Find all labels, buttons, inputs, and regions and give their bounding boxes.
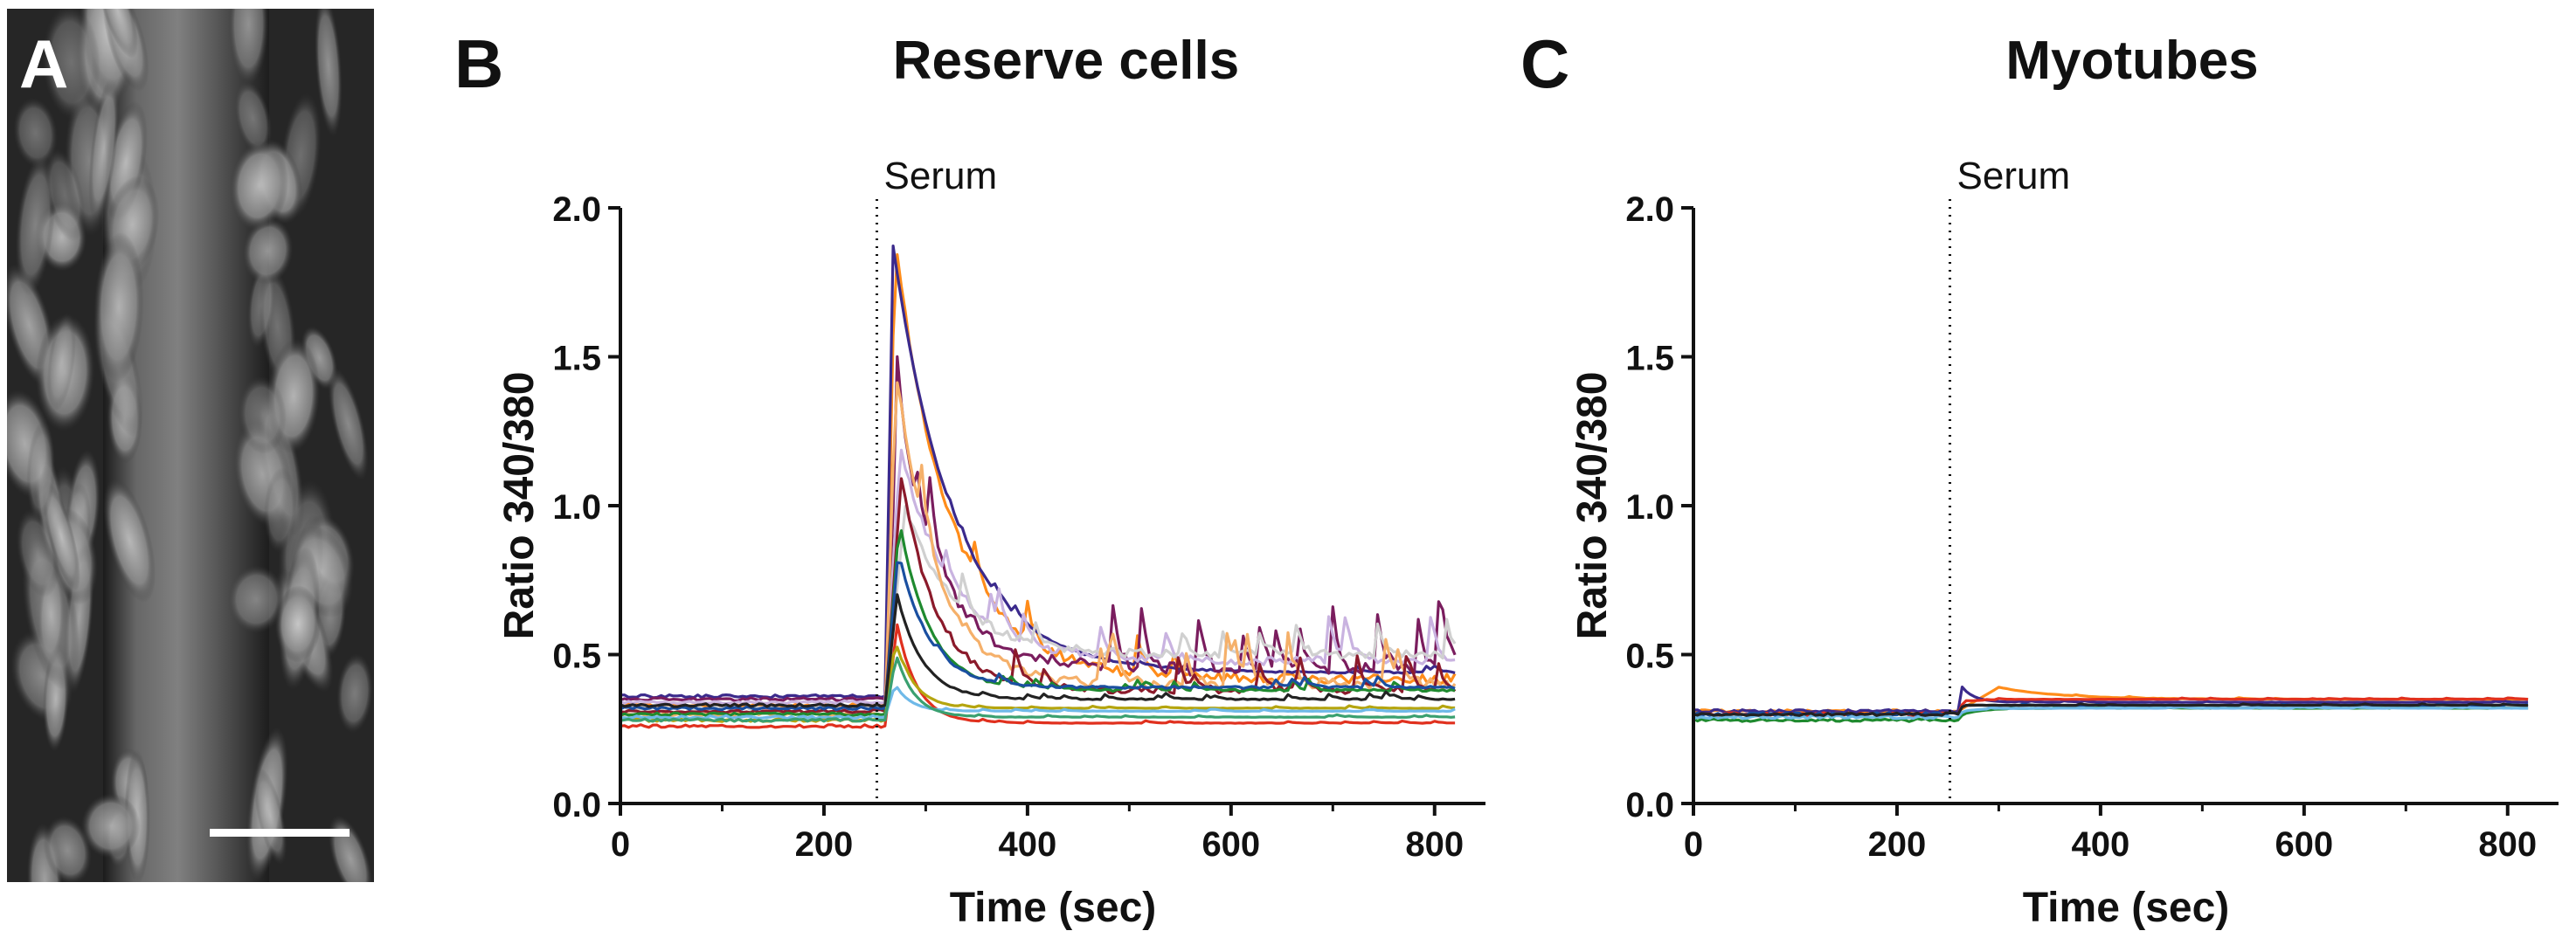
y-tick-label: 0.0	[552, 786, 601, 824]
x-tick-label: 200	[795, 825, 854, 864]
micrograph-cell	[314, 9, 343, 137]
panel-letter: B	[454, 25, 503, 102]
series-line-trace-10	[620, 623, 1456, 729]
x-tick-label: 600	[2275, 825, 2333, 864]
x-tick-label: 600	[1201, 825, 1260, 864]
series-line-trace-9	[620, 561, 1456, 712]
series-line-trace-5	[620, 505, 1457, 712]
fluorescence-micrograph	[7, 9, 374, 882]
x-axis-label: Time (sec)	[950, 885, 1157, 931]
x-tick-label: 800	[1405, 825, 1464, 864]
serum-annotation: Serum	[884, 155, 998, 197]
micrograph-cell	[103, 478, 156, 603]
x-tick-label: 400	[999, 825, 1057, 864]
micrograph-cell	[229, 141, 289, 231]
micrograph-cell	[42, 480, 80, 591]
serum-annotation: Serum	[1957, 155, 2071, 197]
y-tick-label: 1.0	[1625, 488, 1674, 527]
micrograph-cell	[15, 154, 56, 296]
chart-title: Reserve cells	[893, 31, 1239, 91]
micrograph-cell	[88, 75, 120, 222]
series-line-trace-7	[620, 477, 1457, 714]
x-tick-label: 400	[2072, 825, 2130, 864]
micrograph-cell	[46, 312, 76, 412]
trace-group	[1693, 685, 2529, 723]
micrograph-cell	[238, 376, 287, 454]
micrograph-cell	[93, 231, 144, 383]
micrograph-cells	[7, 9, 373, 882]
x-tick-label: 0	[1684, 825, 1703, 864]
chart-title: Myotubes	[2005, 31, 2258, 91]
series-line-trace-14	[620, 656, 1456, 723]
micrograph-cell	[328, 815, 373, 882]
micrograph-cell	[253, 768, 287, 865]
y-axis-label: Ratio 340/380	[496, 372, 543, 640]
y-tick-label: 1.5	[1625, 340, 1674, 378]
micrograph-cell	[45, 148, 86, 242]
micrograph-cell	[328, 367, 369, 480]
y-tick-label: 1.0	[552, 488, 601, 527]
micrograph-cell	[228, 9, 269, 86]
x-tick-label: 200	[1868, 825, 1927, 864]
chart-reserve-cells: Reserve cells B Serum 0.0 0.5 1.0 1.5 2.0 0 200 40…	[454, 25, 1485, 931]
series-line-trace-2	[1693, 685, 2529, 714]
series-line-trace-3	[620, 355, 1457, 702]
y-axis-label: Ratio 340/380	[1569, 372, 1616, 640]
micrograph-cell	[97, 9, 138, 59]
y-tick-label: 2.0	[1625, 190, 1674, 229]
micrograph-cell	[234, 80, 273, 156]
series-line-trace-7	[1693, 702, 2529, 717]
x-axis-label: Time (sec)	[2023, 885, 2230, 931]
panel-a-letter: A	[19, 25, 69, 102]
micrograph-cell	[264, 467, 297, 553]
panel-letter: C	[1520, 25, 1569, 102]
micrograph-cell	[80, 793, 141, 859]
micrograph-image	[7, 9, 374, 882]
micrograph-cell	[42, 9, 100, 121]
y-tick-label: 0.0	[1625, 786, 1674, 824]
micrograph-cell	[43, 816, 92, 882]
x-tick-label: 800	[2478, 825, 2537, 864]
micrograph-cell	[242, 217, 294, 285]
x-tick-label: 0	[611, 825, 630, 864]
trace-group	[620, 245, 1457, 729]
series-line-trace-6	[1693, 705, 2529, 721]
series-line-trace-4	[620, 448, 1456, 706]
micrograph-cell	[26, 420, 56, 523]
y-tick-label: 1.5	[552, 340, 601, 378]
micrograph-cell	[336, 653, 373, 734]
y-tick-label: 0.5	[1625, 638, 1674, 676]
series-line-trace-13	[620, 593, 1456, 708]
micrograph-cell	[13, 97, 58, 169]
y-tick-label: 0.5	[552, 638, 601, 676]
y-tick-label: 2.0	[552, 190, 601, 229]
chart-myotubes: Myotubes C Serum 0.0 0.5 1.0 1.5 2.0 0 200 400 600 8…	[1520, 25, 2559, 931]
series-line-trace-12	[620, 686, 1456, 721]
scale-bar	[210, 829, 350, 837]
micrograph-cell	[227, 565, 286, 634]
micrograph-cell	[274, 585, 322, 663]
